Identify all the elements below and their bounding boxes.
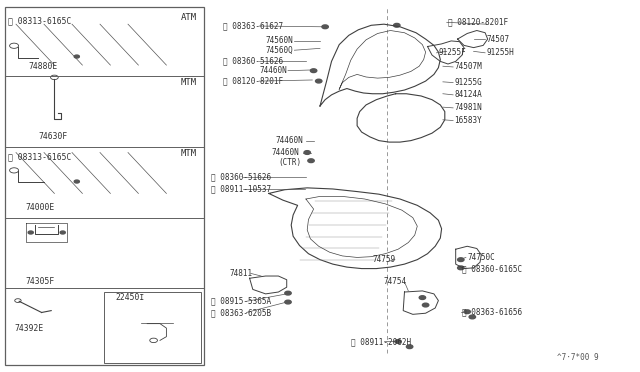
Text: Ⓢ 08363-6205B: Ⓢ 08363-6205B [211, 308, 271, 317]
Text: MTM: MTM [181, 149, 197, 158]
Text: 74000E: 74000E [26, 203, 55, 212]
Text: Ⓑ 08120-8201F: Ⓑ 08120-8201F [448, 18, 508, 27]
Text: ^7·7*00 9: ^7·7*00 9 [557, 353, 598, 362]
Circle shape [28, 231, 33, 234]
Text: 74507M: 74507M [454, 62, 482, 71]
Text: Ⓢ 08363-61627: Ⓢ 08363-61627 [223, 22, 283, 31]
Circle shape [316, 79, 322, 83]
Text: (CTR): (CTR) [278, 158, 301, 167]
Text: 74811: 74811 [229, 269, 252, 278]
Text: 74460N: 74460N [275, 136, 303, 145]
Text: 91255F: 91255F [438, 48, 466, 57]
Text: 74460N: 74460N [260, 66, 287, 75]
Text: 74759: 74759 [372, 255, 396, 264]
Bar [104, 292, 201, 363]
Circle shape [310, 69, 317, 73]
Circle shape [74, 180, 79, 183]
Text: Ⓢ 08360-6165C: Ⓢ 08360-6165C [462, 264, 522, 273]
Text: Ⓝ 08911-2062H: Ⓝ 08911-2062H [351, 337, 411, 346]
Text: 22450Ι: 22450Ι [115, 293, 145, 302]
Text: 74460N: 74460N [272, 148, 300, 157]
Circle shape [458, 266, 464, 270]
Circle shape [469, 315, 476, 319]
Text: 74754: 74754 [384, 278, 407, 286]
Text: 91255G: 91255G [454, 78, 482, 87]
Circle shape [406, 345, 413, 349]
Text: Ⓢ 08313-6165C: Ⓢ 08313-6165C [8, 17, 71, 26]
Text: Ⓢ 08313-6165C: Ⓢ 08313-6165C [8, 153, 71, 161]
Circle shape [285, 300, 291, 304]
Circle shape [322, 25, 328, 29]
Circle shape [74, 55, 79, 58]
Text: ⓥ 08915-5365A: ⓥ 08915-5365A [211, 297, 271, 306]
Text: ATM: ATM [181, 13, 197, 22]
Circle shape [419, 296, 426, 299]
Circle shape [285, 291, 291, 295]
Circle shape [422, 303, 429, 307]
Text: Ⓝ 08911-10537: Ⓝ 08911-10537 [211, 185, 271, 193]
Text: Ⓢ 08360-51626: Ⓢ 08360-51626 [211, 173, 271, 182]
Text: 84124A: 84124A [454, 90, 482, 99]
Text: 74392E: 74392E [14, 324, 44, 333]
Circle shape [395, 340, 401, 343]
Text: 74305F: 74305F [26, 277, 55, 286]
Text: Ⓑ 08120-8201F: Ⓑ 08120-8201F [223, 77, 283, 86]
Circle shape [464, 310, 470, 314]
Circle shape [60, 231, 65, 234]
Bar [5, 7, 204, 365]
Text: Ⓢ 08363-61656: Ⓢ 08363-61656 [462, 307, 522, 316]
Text: 16583Y: 16583Y [454, 116, 482, 125]
Text: 74981N: 74981N [454, 103, 482, 112]
Circle shape [304, 151, 310, 154]
Text: 74880E: 74880E [29, 62, 58, 71]
Text: 74750C: 74750C [467, 253, 495, 262]
Text: MTM: MTM [181, 78, 197, 87]
Text: 74560N: 74560N [266, 36, 293, 45]
Text: 74630F: 74630F [38, 132, 68, 141]
Circle shape [458, 258, 464, 262]
Text: Ⓢ 08360-51626: Ⓢ 08360-51626 [223, 57, 283, 65]
Circle shape [394, 23, 400, 27]
Text: 74507: 74507 [486, 35, 509, 44]
Circle shape [308, 159, 314, 163]
Text: 91255H: 91255H [486, 48, 514, 57]
Text: 74560Q: 74560Q [266, 46, 293, 55]
